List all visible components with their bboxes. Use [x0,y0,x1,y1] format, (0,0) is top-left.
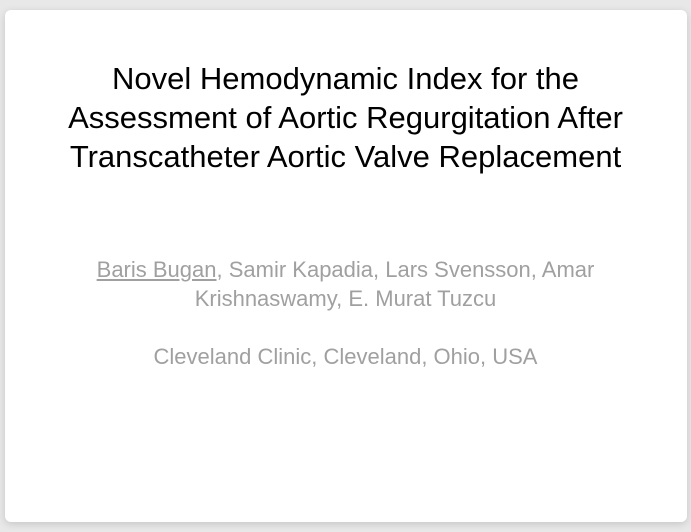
slide-title: Novel Hemodynamic Index for the Assessme… [35,60,657,176]
affiliation: Cleveland Clinic, Cleveland, Ohio, USA [154,343,538,372]
presenting-author: Baris Bugan [97,257,217,282]
slide-container: Novel Hemodynamic Index for the Assessme… [5,10,687,522]
coauthors: , Samir Kapadia, Lars Svensson, Amar Kri… [195,257,595,311]
authors-list: Baris Bugan, Samir Kapadia, Lars Svensso… [35,256,657,313]
